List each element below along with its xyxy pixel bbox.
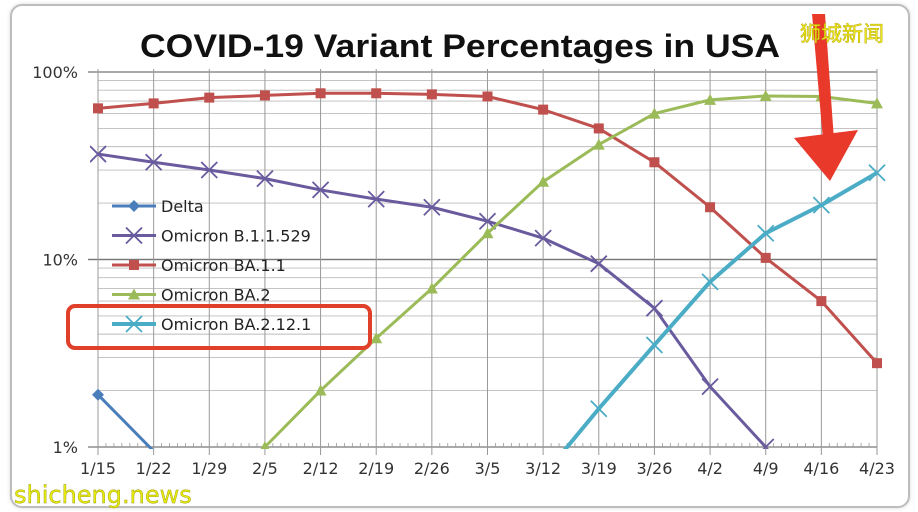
legend-item: Omicron B.1.1.529 xyxy=(112,227,311,246)
x-tick-label: 4/23 xyxy=(859,459,895,478)
data-point xyxy=(370,332,383,344)
legend-label: Omicron B.1.1.529 xyxy=(161,227,311,246)
x-tick-label: 3/12 xyxy=(525,459,561,478)
legend-label: Omicron BA.1.1 xyxy=(161,256,286,275)
series-omicron-ba-1-1 xyxy=(93,88,882,369)
data-point xyxy=(816,296,827,307)
x-tick-label: 3/26 xyxy=(636,459,672,478)
highlight-box xyxy=(66,304,372,350)
data-point xyxy=(204,92,215,103)
series-omicron-b-1-1-529 xyxy=(90,145,775,449)
data-point xyxy=(645,299,664,317)
legend-label: Omicron BA.2 xyxy=(161,286,271,305)
data-point xyxy=(649,157,660,168)
data-point xyxy=(701,377,719,396)
legend-item: Omicron BA.2.12.1 xyxy=(112,315,311,334)
legend-item: Delta xyxy=(112,197,204,216)
data-point xyxy=(871,97,883,109)
legend: Delta Omicron B.1.1.529 Omicron BA.1.1 Omic… xyxy=(112,197,311,334)
y-axis-ticks: 1% 10% 100% xyxy=(32,63,78,457)
data-point xyxy=(482,91,493,102)
x-tick-label: 4/16 xyxy=(803,459,839,478)
data-point xyxy=(537,175,550,187)
x-tick-label: 1/15 xyxy=(80,459,116,478)
chart-title: COVID-19 Variant Percentages in USA xyxy=(140,28,780,64)
red-arrow-icon xyxy=(794,14,858,181)
series-line xyxy=(96,393,154,449)
y-tick-label: 1% xyxy=(53,438,78,457)
data-point xyxy=(92,388,104,401)
data-point xyxy=(314,384,327,396)
data-point xyxy=(705,202,716,213)
legend-item: Omicron BA.1.1 xyxy=(112,256,286,275)
data-point xyxy=(759,89,772,101)
x-tick-label: 4/2 xyxy=(697,459,723,478)
data-point xyxy=(872,358,882,369)
y-tick-label: 10% xyxy=(42,251,78,270)
x-tick-label: 3/5 xyxy=(475,459,501,478)
data-point xyxy=(868,164,886,182)
data-point xyxy=(757,438,775,449)
series-delta xyxy=(92,388,154,449)
watermark-bottom-left: shicheng.news xyxy=(14,481,192,509)
x-tick-label: 1/22 xyxy=(136,459,172,478)
chart-frame xyxy=(10,4,910,508)
data-point xyxy=(148,98,159,109)
data-point xyxy=(426,89,437,100)
data-point xyxy=(590,255,608,273)
data-point xyxy=(645,336,664,354)
x-tick-label: 2/19 xyxy=(358,459,394,478)
data-point xyxy=(200,161,218,179)
legend-marker xyxy=(128,288,140,300)
legend-label: Delta xyxy=(161,197,204,216)
watermark-top-right: 狮城新闻 xyxy=(800,22,884,46)
data-point xyxy=(538,104,549,115)
data-point xyxy=(367,190,385,208)
x-tick-label: 4/9 xyxy=(753,459,779,478)
data-point xyxy=(259,90,270,101)
data-point xyxy=(423,198,441,216)
x-tick-label: 2/26 xyxy=(414,459,450,478)
data-point xyxy=(256,169,274,188)
x-tick-label: 2/12 xyxy=(303,459,339,478)
data-point xyxy=(812,196,830,214)
data-point xyxy=(315,88,326,99)
legend-marker xyxy=(128,200,140,212)
data-point xyxy=(704,93,717,105)
data-point xyxy=(757,224,775,242)
data-point xyxy=(534,229,552,247)
data-point xyxy=(260,441,270,449)
data-point xyxy=(371,88,382,99)
series-omicron-ba-2 xyxy=(260,89,883,449)
series-omicron-ba-2-12-1 xyxy=(562,164,886,449)
legend-item: Omicron BA.2 xyxy=(112,286,271,305)
data-point xyxy=(590,400,608,418)
legend-marker xyxy=(129,260,139,270)
data-point xyxy=(592,138,605,150)
data-point xyxy=(648,107,661,119)
legend-marker xyxy=(125,315,143,333)
y-tick-label: 100% xyxy=(32,63,78,82)
data-point xyxy=(311,181,330,199)
data-point xyxy=(145,153,163,171)
data-point xyxy=(701,273,719,291)
data-point xyxy=(90,145,107,163)
data-point xyxy=(93,103,103,114)
data-point xyxy=(593,123,604,134)
x-axis-ticks: 1/15 1/22 1/29 2/5 2/12 2/19 2/26 3/5 3/12 3/19 3/… xyxy=(80,459,895,478)
x-tick-label: 2/5 xyxy=(252,459,278,478)
data-point xyxy=(481,227,494,239)
legend-label: Omicron BA.2.12.1 xyxy=(161,315,311,334)
x-tick-label: 3/19 xyxy=(581,459,617,478)
legend-marker xyxy=(125,226,143,245)
data-point xyxy=(760,252,771,263)
x-tick-label: 1/29 xyxy=(191,459,227,478)
data-point xyxy=(425,282,438,294)
gridlines xyxy=(88,69,878,455)
